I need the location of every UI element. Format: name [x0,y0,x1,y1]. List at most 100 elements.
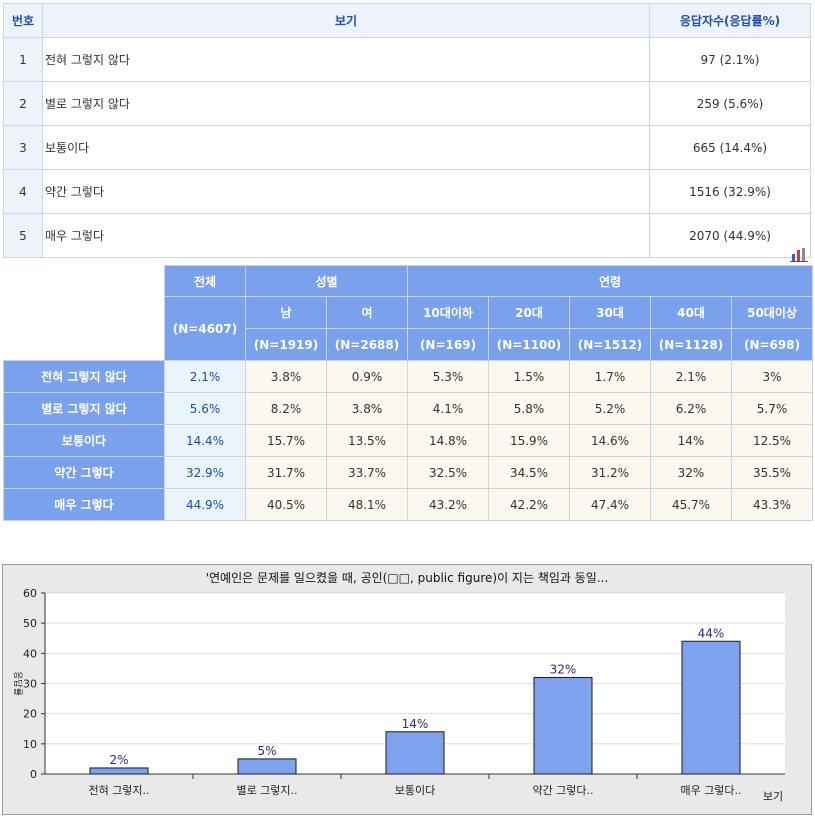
header-age-30-n: (N=1512) [569,328,651,361]
header-age-50-n: (N=698) [730,328,814,361]
crosstab-total-cell: 5.6% [164,392,246,425]
header-total-n: (N=4607) [164,296,246,361]
header-age-10: 10대이하 [407,296,489,329]
crosstab-cell: 3.8% [326,392,408,425]
crosstab-cell: 5.7% [730,392,814,425]
header-count: 응답자수(응답률%) [649,3,811,38]
header-age-40-n: (N=1128) [650,328,732,361]
table-row: 3 보통이다 665 (14.4%) [3,125,811,170]
x-axis-label: 보기 [763,790,783,803]
row-count: 1516 (32.9%) [649,169,811,214]
crosstab-cell: 35.5% [730,456,814,489]
crosstab-cell: 8.2% [245,392,327,425]
crosstab-cell: 5.3% [407,360,489,393]
crosstab-cell: 3% [730,360,814,393]
crosstab-cell: 31.2% [569,456,651,489]
table-row: 1 전혀 그렇지 않다 97 (2.1%) [3,37,811,82]
crosstab-cell: 5.2% [569,392,651,425]
bar-data-label: 5% [257,744,276,758]
header-age-30: 30대 [569,296,651,329]
row-count: 259 (5.6%) [649,81,811,126]
header-age-20-n: (N=1100) [488,328,570,361]
row-label: 별로 그렇지 않다 [42,81,650,126]
crosstab-row-label: 별로 그렇지 않다 [3,392,165,425]
crosstab-cell: 13.5% [326,424,408,457]
header-age: 연령 [406,265,814,297]
crosstab-cell: 31.7% [245,456,327,489]
header-female-n: (N=2688) [326,328,408,361]
crosstab-cell: 48.1% [326,488,408,521]
row-label: 약간 그렇다 [42,169,650,214]
crosstab-row: 별로 그렇지 않다 5.6% 8.2% 3.8% 4.1% 5.8% 5.2% 6.2% 5.7… [3,392,814,425]
header-no: 번호 [3,3,43,38]
crosstab-row-label: 전혀 그렇지 않다 [3,360,165,393]
header-age-10-n: (N=169) [407,328,489,361]
crosstab-total-cell: 32.9% [164,456,246,489]
header-gender: 성별 [245,265,408,297]
row-label: 보통이다 [42,125,650,170]
row-number: 2 [3,81,43,126]
crosstab-cell: 15.7% [245,424,327,457]
crosstab-row-label: 매우 그렇다 [3,488,165,521]
crosstab-cell: 0.9% [326,360,408,393]
crosstab-row: 매우 그렇다 44.9% 40.5% 48.1% 43.2% 42.2% 47.4% 45.7… [3,488,814,521]
bar-chart-icon[interactable] [790,247,808,262]
x-tick-label: 별로 그렇지.. [236,784,297,797]
bar-data-label: 2% [109,753,128,767]
y-axis-label: 응답률 [12,671,24,696]
header-female: 여 [326,296,408,329]
table-row: 4 약간 그렇다 1516 (32.9%) [3,169,811,214]
row-number: 3 [3,125,43,170]
row-label: 매우 그렇다 [42,213,650,258]
crosstab-cell: 6.2% [650,392,732,425]
response-table-header: 번호 보기 응답자수(응답률%) [3,3,811,38]
header-age-40: 40대 [650,296,732,329]
crosstab-cell: 40.5% [245,488,327,521]
crosstab-cell: 47.4% [569,488,651,521]
crosstab-cell: 5.8% [488,392,570,425]
header-age-20: 20대 [488,296,570,329]
bar-data-label: 44% [698,626,725,640]
crosstab-cell: 33.7% [326,456,408,489]
y-tick-label: 60 [23,587,37,600]
crosstab-cell: 14.8% [407,424,489,457]
row-number: 4 [3,169,43,214]
row-label: 전혀 그렇지 않다 [42,37,650,82]
bar-chart-panel: '연예인은 문제를 일으켰을 때, 공인(□□, public figure)이… [2,564,812,815]
header-option: 보기 [42,3,650,38]
crosstab-cell: 14.6% [569,424,651,457]
x-tick-label: 전혀 그렇지.. [88,784,149,797]
response-table: 번호 보기 응답자수(응답률%) 1 전혀 그렇지 않다 97 (2.1%) 2… [3,3,811,258]
x-tick-label: 약간 그렇다.. [532,783,593,797]
y-tick-label: 40 [23,647,37,660]
bar [89,767,149,775]
y-tick-label: 30 [23,678,37,691]
crosstab-cell: 3.8% [245,360,327,393]
crosstab-row-label: 보통이다 [3,424,165,457]
header-total: 전체 [164,265,246,297]
bar [237,758,297,775]
crosstab-cell: 2.1% [650,360,732,393]
crosstab-total-cell: 2.1% [164,360,246,393]
row-count: 2070 (44.9%) [649,213,811,258]
bar-chart: 0 10 20 30 40 50 60 2% 전혀 그렇지.. 5% 별로 그렇지.. 14% 보통이다… [12,587,785,803]
y-tick-label: 10 [23,738,37,751]
bar [681,640,741,775]
crosstab-cell: 43.2% [407,488,489,521]
crosstab-cell: 12.5% [730,424,814,457]
y-tick-label: 20 [23,708,37,721]
crosstab-corner [3,265,165,361]
y-tick-label: 0 [30,768,37,781]
crosstab-cell: 14% [650,424,732,457]
table-row: 2 별로 그렇지 않다 259 (5.6%) [3,81,811,126]
bar [533,676,593,775]
crosstab-total-cell: 14.4% [164,424,246,457]
crosstab-cell: 45.7% [650,488,732,521]
bar [385,731,445,775]
header-male-n: (N=1919) [245,328,327,361]
crosstab-row-label: 약간 그렇다 [3,456,165,489]
bar-data-label: 32% [550,662,577,676]
row-number: 1 [3,37,43,82]
crosstab-cell: 4.1% [407,392,489,425]
row-number: 5 [3,213,43,258]
